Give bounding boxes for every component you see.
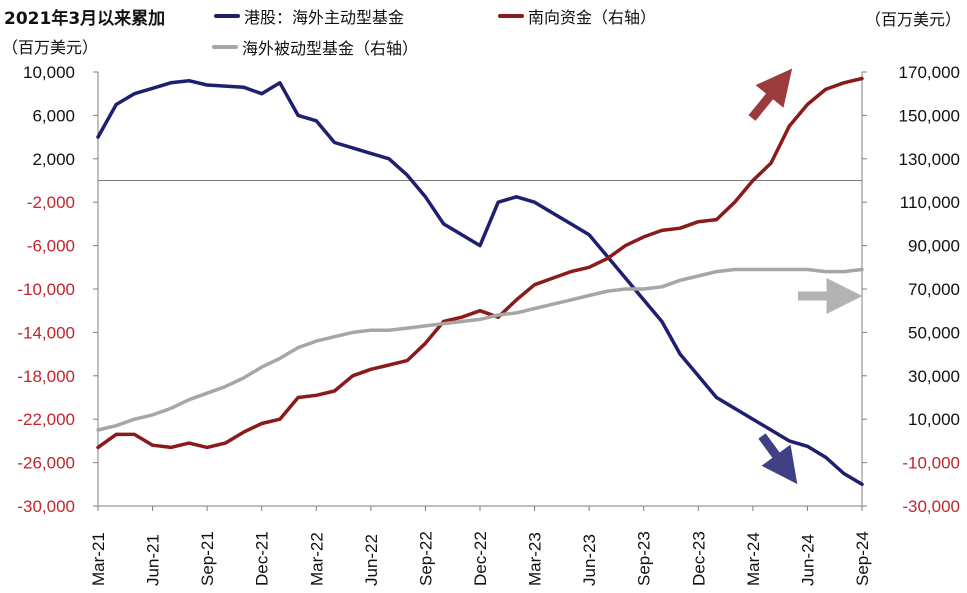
x-tick-label: Mar-22 — [307, 532, 326, 586]
left-tick-label: -10,000 — [17, 280, 75, 299]
x-tick-label: Sep-24 — [853, 531, 872, 586]
right-tick-label: 170,000 — [899, 63, 960, 82]
left-tick-label: -14,000 — [17, 323, 75, 342]
series-line — [96, 267, 864, 432]
trend-arrow-down-right — [758, 433, 798, 485]
x-tick-label: Jun-24 — [798, 534, 817, 586]
legend-swatch — [498, 14, 524, 18]
legend-item-southbound: 南向资金（右轴） — [498, 4, 656, 28]
left-tick-label: -6,000 — [27, 237, 75, 256]
right-tick-label: 30,000 — [908, 367, 960, 386]
right-tick-label: 90,000 — [908, 237, 960, 256]
x-tick-label: Sep-23 — [635, 531, 654, 586]
right-tick-label: 130,000 — [899, 150, 960, 169]
left-tick-label: 10,000 — [23, 63, 75, 82]
x-tick-label: Jun-23 — [580, 534, 599, 586]
chart-title: 2021年3月以来累加 — [4, 9, 166, 29]
series-line — [96, 76, 864, 450]
legend-label: 南向资金（右轴） — [528, 8, 657, 27]
x-tick-label: Mar-23 — [526, 532, 545, 586]
left-tick-label: -30,000 — [17, 497, 75, 516]
left-tick-label: 2,000 — [32, 150, 75, 169]
legend-item-overseas-active: 港股：海外主动型基金 — [214, 4, 404, 28]
right-tick-label: 110,000 — [900, 193, 960, 212]
x-tick-label: Jun-22 — [362, 534, 381, 586]
right-tick-label: 70,000 — [908, 280, 960, 299]
trend-arrow-up-right — [748, 68, 793, 121]
left-tick-label: 6,000 — [32, 106, 75, 125]
legend-label: 海外被动型基金（右轴） — [242, 39, 419, 58]
x-tick-label: Sep-21 — [198, 531, 217, 586]
x-tick-label: Mar-21 — [89, 532, 108, 586]
right-tick-label: -10,000 — [902, 454, 960, 473]
left-axis-unit: （百万美元） — [2, 38, 99, 57]
right-tick-label: -30,000 — [902, 497, 960, 516]
x-tick-label: Dec-23 — [689, 531, 708, 586]
series-line — [96, 78, 864, 487]
legend-swatch — [214, 14, 240, 18]
right-tick-label: 150,000 — [899, 106, 960, 125]
left-tick-label: -22,000 — [17, 410, 75, 429]
right-tick-label: 10,000 — [908, 410, 960, 429]
right-axis-unit: （百万美元） — [864, 10, 961, 29]
left-tick-label: -2,000 — [27, 193, 75, 212]
x-tick-label: Dec-22 — [471, 531, 490, 586]
legend-swatch — [212, 45, 238, 49]
x-tick-label: Sep-22 — [416, 531, 435, 586]
x-tick-label: Jun-21 — [144, 534, 163, 586]
x-tick-label: Mar-24 — [744, 532, 763, 586]
right-tick-label: 50,000 — [908, 323, 960, 342]
legend-label: 港股：海外主动型基金 — [244, 8, 405, 27]
left-tick-label: -18,000 — [17, 367, 75, 386]
legend-item-overseas-passive: 海外被动型基金（右轴） — [212, 35, 418, 59]
left-tick-label: -26,000 — [17, 454, 75, 473]
x-tick-label: Dec-21 — [253, 531, 272, 586]
